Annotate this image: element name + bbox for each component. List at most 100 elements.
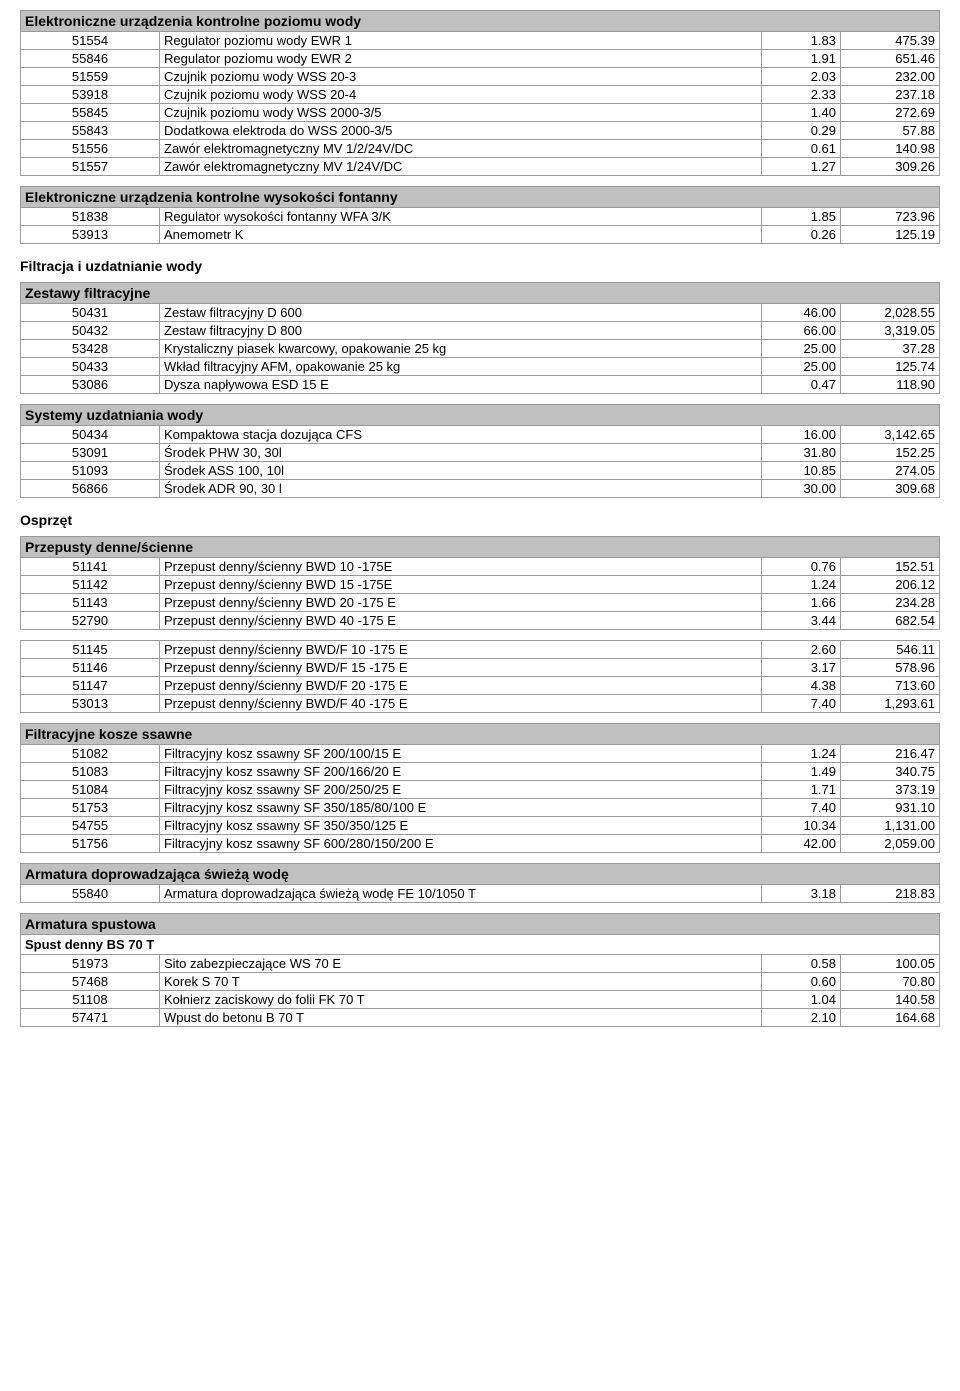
- table-row: 51753Filtracyjny kosz ssawny SF 350/185/…: [21, 799, 940, 817]
- code-cell: 51142: [21, 576, 160, 594]
- num1-cell: 4.38: [762, 677, 841, 695]
- code-cell: 51973: [21, 955, 160, 973]
- num2-cell: 578.96: [841, 659, 940, 677]
- num2-cell: 274.05: [841, 462, 940, 480]
- num2-cell: 475.39: [841, 32, 940, 50]
- table-row: 51556Zawór elektromagnetyczny MV 1/2/24V…: [21, 140, 940, 158]
- code-cell: 55846: [21, 50, 160, 68]
- desc-cell: Zawór elektromagnetyczny MV 1/2/24V/DC: [160, 140, 762, 158]
- num2-cell: 100.05: [841, 955, 940, 973]
- num1-cell: 3.17: [762, 659, 841, 677]
- num2-cell: 216.47: [841, 745, 940, 763]
- num1-cell: 66.00: [762, 322, 841, 340]
- table-row: 51559Czujnik poziomu wody WSS 20-32.0323…: [21, 68, 940, 86]
- desc-cell: Zestaw filtracyjny D 800: [160, 322, 762, 340]
- code-cell: 51082: [21, 745, 160, 763]
- desc-cell: Wpust do betonu B 70 T: [160, 1009, 762, 1027]
- code-cell: 51143: [21, 594, 160, 612]
- table-row: 51093Środek ASS 100, 10l10.85274.05: [21, 462, 940, 480]
- num1-cell: 42.00: [762, 835, 841, 853]
- num1-cell: 1.24: [762, 745, 841, 763]
- num2-cell: 152.51: [841, 558, 940, 576]
- num1-cell: 25.00: [762, 340, 841, 358]
- code-cell: 53013: [21, 695, 160, 713]
- desc-cell: Przepust denny/ścienny BWD/F 15 -175 E: [160, 659, 762, 677]
- num1-cell: 0.60: [762, 973, 841, 991]
- num1-cell: 2.10: [762, 1009, 841, 1027]
- num2-cell: 206.12: [841, 576, 940, 594]
- table-row: 53091Środek PHW 30, 30l31.80152.25: [21, 444, 940, 462]
- code-cell: 51145: [21, 641, 160, 659]
- desc-cell: Przepust denny/ścienny BWD/F 40 -175 E: [160, 695, 762, 713]
- num1-cell: 1.71: [762, 781, 841, 799]
- code-cell: 55840: [21, 885, 160, 903]
- num1-cell: 0.26: [762, 226, 841, 244]
- num1-cell: 3.18: [762, 885, 841, 903]
- code-cell: 55843: [21, 122, 160, 140]
- num1-cell: 2.60: [762, 641, 841, 659]
- num1-cell: 46.00: [762, 304, 841, 322]
- desc-cell: Filtracyjny kosz ssawny SF 200/166/20 E: [160, 763, 762, 781]
- code-cell: 53086: [21, 376, 160, 394]
- data-table: Przepusty denne/ścienne51141Przepust den…: [20, 536, 940, 630]
- num1-cell: 0.61: [762, 140, 841, 158]
- code-cell: 50432: [21, 322, 160, 340]
- table-row: 53913Anemometr K0.26125.19: [21, 226, 940, 244]
- num2-cell: 723.96: [841, 208, 940, 226]
- code-cell: 53091: [21, 444, 160, 462]
- desc-cell: Środek PHW 30, 30l: [160, 444, 762, 462]
- table-row: 51083Filtracyjny kosz ssawny SF 200/166/…: [21, 763, 940, 781]
- num2-cell: 931.10: [841, 799, 940, 817]
- code-cell: 53428: [21, 340, 160, 358]
- code-cell: 51141: [21, 558, 160, 576]
- desc-cell: Regulator wysokości fontanny WFA 3/K: [160, 208, 762, 226]
- table-row: 51142Przepust denny/ścienny BWD 15 -175E…: [21, 576, 940, 594]
- num1-cell: 0.76: [762, 558, 841, 576]
- desc-cell: Przepust denny/ścienny BWD/F 10 -175 E: [160, 641, 762, 659]
- table-row: 53086Dysza napływowa ESD 15 E0.47118.90: [21, 376, 940, 394]
- table-row: 51143Przepust denny/ścienny BWD 20 -175 …: [21, 594, 940, 612]
- code-cell: 51083: [21, 763, 160, 781]
- table-row: 56866Środek ADR 90, 30 l30.00309.68: [21, 480, 940, 498]
- num1-cell: 16.00: [762, 426, 841, 444]
- code-cell: 50433: [21, 358, 160, 376]
- table-row: 51973Sito zabezpieczające WS 70 E0.58100…: [21, 955, 940, 973]
- num2-cell: 125.19: [841, 226, 940, 244]
- table-row: 51554Regulator poziomu wody EWR 11.83475…: [21, 32, 940, 50]
- num1-cell: 30.00: [762, 480, 841, 498]
- code-cell: 54755: [21, 817, 160, 835]
- code-cell: 51557: [21, 158, 160, 176]
- num1-cell: 1.83: [762, 32, 841, 50]
- desc-cell: Krystaliczny piasek kwarcowy, opakowanie…: [160, 340, 762, 358]
- num2-cell: 2,059.00: [841, 835, 940, 853]
- num1-cell: 1.49: [762, 763, 841, 781]
- desc-cell: Filtracyjny kosz ssawny SF 600/280/150/2…: [160, 835, 762, 853]
- section-header: Armatura spustowa: [21, 914, 940, 935]
- code-cell: 57471: [21, 1009, 160, 1027]
- num2-cell: 373.19: [841, 781, 940, 799]
- num2-cell: 651.46: [841, 50, 940, 68]
- num2-cell: 340.75: [841, 763, 940, 781]
- data-table: Elektroniczne urządzenia kontrolne pozio…: [20, 10, 940, 176]
- code-cell: 51146: [21, 659, 160, 677]
- desc-cell: Regulator poziomu wody EWR 1: [160, 32, 762, 50]
- num2-cell: 232.00: [841, 68, 940, 86]
- data-table: Filtracyjne kosze ssawne51082Filtracyjny…: [20, 723, 940, 853]
- table-row: 57468Korek S 70 T0.6070.80: [21, 973, 940, 991]
- code-cell: 56866: [21, 480, 160, 498]
- desc-cell: Zawór elektromagnetyczny MV 1/24V/DC: [160, 158, 762, 176]
- section-header: Zestawy filtracyjne: [21, 283, 940, 304]
- num1-cell: 1.27: [762, 158, 841, 176]
- data-table: Elektroniczne urządzenia kontrolne wysok…: [20, 186, 940, 244]
- table-row: 55846Regulator poziomu wody EWR 21.91651…: [21, 50, 940, 68]
- code-cell: 51554: [21, 32, 160, 50]
- num1-cell: 10.34: [762, 817, 841, 835]
- desc-cell: Dodatkowa elektroda do WSS 2000-3/5: [160, 122, 762, 140]
- num2-cell: 70.80: [841, 973, 940, 991]
- section-header: Filtracyjne kosze ssawne: [21, 724, 940, 745]
- data-table: Armatura spustowaSpust denny BS 70 T5197…: [20, 913, 940, 1027]
- desc-cell: Przepust denny/ścienny BWD 40 -175 E: [160, 612, 762, 630]
- desc-cell: Filtracyjny kosz ssawny SF 350/185/80/10…: [160, 799, 762, 817]
- table-row: 50433Wkład filtracyjny AFM, opakowanie 2…: [21, 358, 940, 376]
- num2-cell: 152.25: [841, 444, 940, 462]
